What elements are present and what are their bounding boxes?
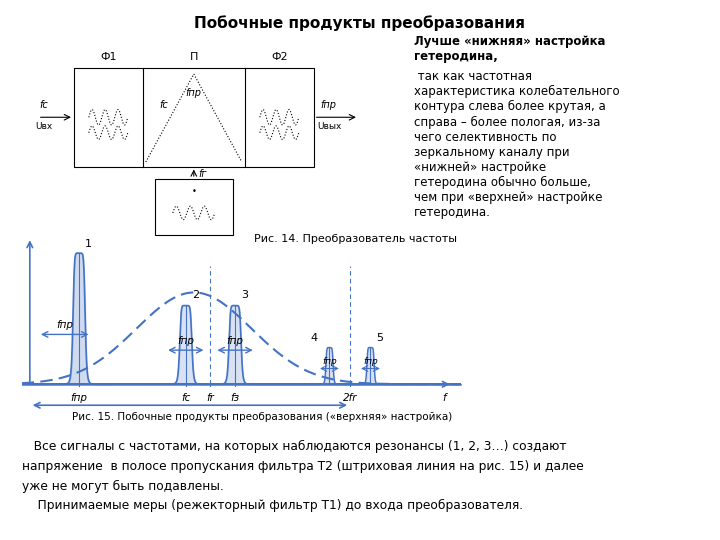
Text: П: П — [189, 52, 198, 62]
Text: fпр: fпр — [177, 336, 194, 346]
Text: fc: fc — [40, 99, 48, 110]
Text: Все сигналы с частотами, на которых наблюдаются резонансы (1, 2, 3…) создают: Все сигналы с частотами, на которых набл… — [22, 440, 566, 453]
Text: fпр: fпр — [71, 394, 88, 403]
Bar — [73, 68, 314, 167]
Text: Uвых: Uвых — [317, 122, 341, 131]
Text: fпр: fпр — [56, 320, 73, 330]
Text: fпр: fпр — [322, 357, 337, 366]
Text: 2fr: 2fr — [343, 394, 357, 403]
Text: напряжение  в полосе пропускания фильтра Т2 (штриховая линия на рис. 15) и далее: напряжение в полосе пропускания фильтра … — [22, 460, 583, 473]
Text: Побочные продукты преобразования: Побочные продукты преобразования — [194, 15, 526, 31]
Text: Лучше «нижняя» настройка
гетеродина,: Лучше «нижняя» настройка гетеродина, — [414, 35, 606, 63]
Text: 2: 2 — [192, 289, 199, 300]
Text: fпр: fпр — [186, 87, 202, 98]
Text: 1: 1 — [85, 239, 92, 248]
Text: fпр: fпр — [227, 336, 243, 346]
Text: fпр: fпр — [363, 357, 378, 366]
Text: fз: fз — [230, 394, 240, 403]
Text: fс: fс — [159, 100, 168, 110]
Text: fc: fc — [181, 394, 191, 403]
Text: 5: 5 — [377, 333, 384, 343]
Text: fr: fr — [207, 394, 215, 403]
Text: fпр: fпр — [321, 99, 337, 110]
Text: Рис. 14. Преобразователь частоты: Рис. 14. Преобразователь частоты — [254, 234, 456, 244]
Text: так как частотная
характеристика колебательного
контура слева более крутая, а
сп: так как частотная характеристика колебат… — [414, 70, 620, 219]
Text: Ф1: Ф1 — [100, 52, 117, 62]
Text: Uвх: Uвх — [35, 122, 52, 131]
Text: 3: 3 — [241, 289, 248, 300]
Text: Принимаемые меры (режекторный фильтр Т1) до входа преобразователя.: Принимаемые меры (режекторный фильтр Т1)… — [22, 499, 523, 512]
Text: fг: fг — [198, 170, 207, 179]
Text: 4: 4 — [310, 333, 317, 343]
Text: •: • — [192, 187, 197, 195]
Text: f: f — [443, 394, 446, 403]
Text: Ф2: Ф2 — [271, 52, 287, 62]
Bar — [155, 179, 233, 234]
Text: Рис. 15. Побочные продукты преобразования («верхняя» настройка): Рис. 15. Побочные продукты преобразовани… — [72, 412, 452, 422]
Text: уже не могут быть подавлены.: уже не могут быть подавлены. — [22, 480, 223, 492]
